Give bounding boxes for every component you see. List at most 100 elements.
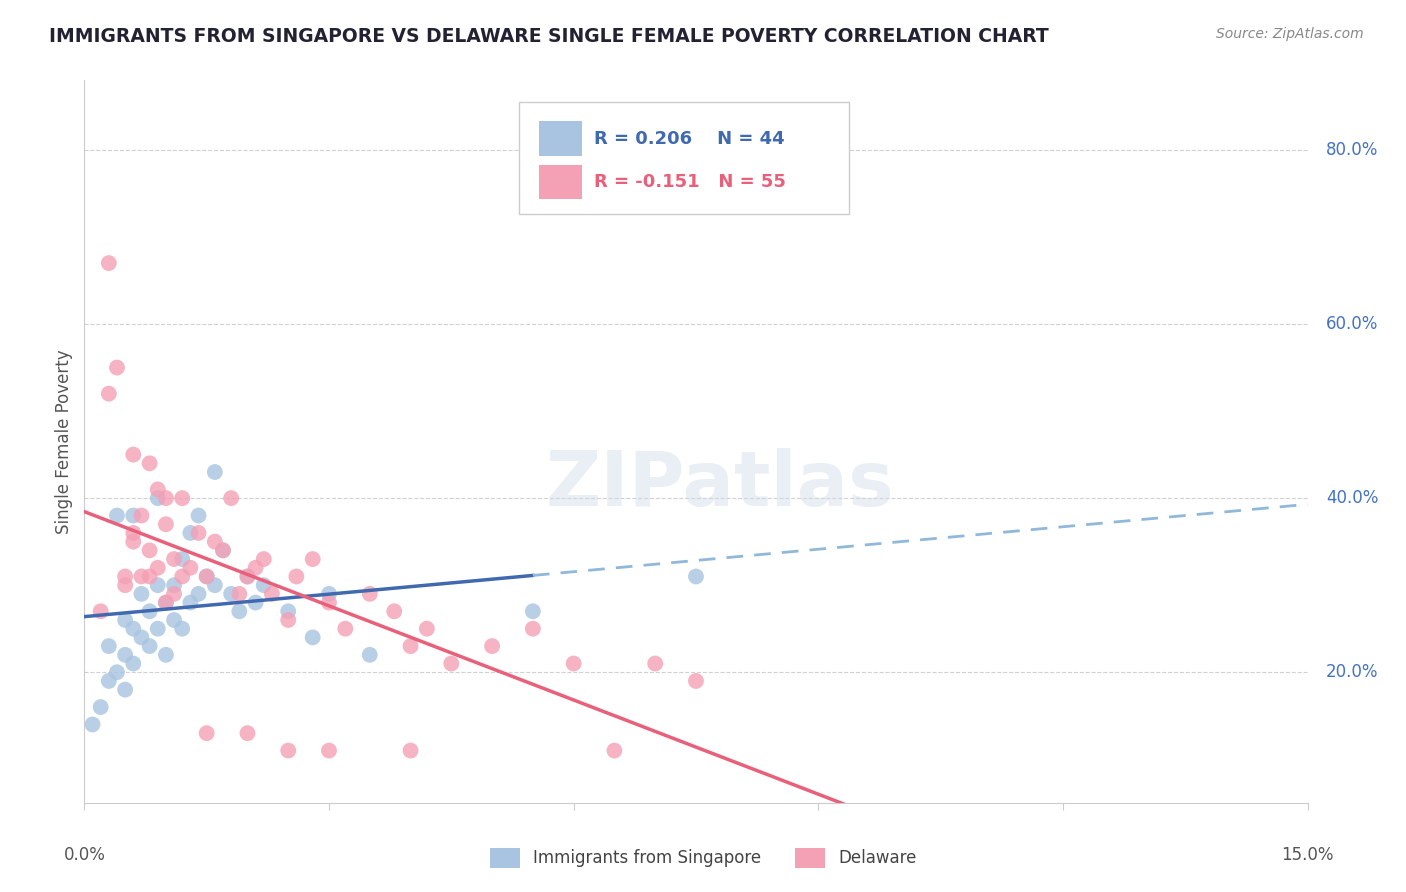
Point (399, 743, 422, 757)
Text: Source: ZipAtlas.com: Source: ZipAtlas.com (1216, 27, 1364, 41)
Point (179, 596, 201, 610)
Point (122, 508, 145, 523)
Point (228, 587, 250, 601)
Point (163, 587, 186, 601)
Point (122, 448, 145, 462)
Text: 80.0%: 80.0% (1326, 141, 1378, 159)
Point (146, 622, 169, 636)
Text: R = -0.151   N = 55: R = -0.151 N = 55 (595, 173, 786, 191)
Point (172, 569, 194, 583)
Text: 20.0%: 20.0% (1326, 664, 1378, 681)
Point (114, 569, 136, 583)
Point (138, 639, 160, 653)
Point (146, 561, 169, 575)
Point (277, 604, 299, 618)
Point (318, 596, 340, 610)
FancyBboxPatch shape (519, 102, 849, 214)
Point (522, 604, 544, 618)
Point (301, 631, 323, 645)
Point (359, 648, 381, 662)
Point (236, 569, 259, 583)
Point (146, 483, 169, 497)
Point (204, 534, 226, 549)
Point (131, 508, 153, 523)
Point (562, 657, 585, 671)
Point (105, 665, 128, 680)
Text: 40.0%: 40.0% (1326, 489, 1378, 508)
Point (212, 543, 235, 558)
Point (146, 578, 169, 592)
Point (187, 587, 209, 601)
Text: R = 0.206    N = 44: R = 0.206 N = 44 (595, 130, 785, 148)
Point (219, 491, 242, 505)
Point (335, 622, 357, 636)
Point (131, 587, 153, 601)
Point (204, 465, 226, 479)
Point (301, 552, 323, 566)
Point (172, 491, 194, 505)
Point (481, 639, 503, 653)
Point (253, 578, 276, 592)
Point (105, 508, 128, 523)
Point (97, 386, 120, 401)
Point (155, 491, 177, 505)
Point (114, 613, 136, 627)
Point (172, 622, 194, 636)
Point (416, 622, 439, 636)
Text: 0.0%: 0.0% (63, 847, 105, 864)
Point (179, 561, 201, 575)
Point (179, 525, 201, 540)
Point (82, 717, 104, 731)
Point (131, 569, 153, 583)
Point (138, 604, 160, 618)
Point (359, 587, 381, 601)
Point (204, 578, 226, 592)
Legend: Immigrants from Singapore, Delaware: Immigrants from Singapore, Delaware (484, 841, 922, 875)
Point (245, 561, 267, 575)
Point (187, 525, 209, 540)
Point (146, 491, 169, 505)
Point (245, 596, 267, 610)
Point (138, 456, 160, 470)
Point (236, 569, 259, 583)
Point (138, 569, 160, 583)
Point (277, 743, 299, 757)
Point (163, 578, 186, 592)
Point (131, 631, 153, 645)
Point (440, 657, 463, 671)
Point (172, 552, 194, 566)
Point (253, 552, 276, 566)
Point (212, 543, 235, 558)
Point (685, 569, 707, 583)
Point (522, 622, 544, 636)
Point (195, 569, 218, 583)
Point (122, 657, 145, 671)
Text: IMMIGRANTS FROM SINGAPORE VS DELAWARE SINGLE FEMALE POVERTY CORRELATION CHART: IMMIGRANTS FROM SINGAPORE VS DELAWARE SI… (49, 27, 1049, 45)
Text: 15.0%: 15.0% (1281, 847, 1334, 864)
Point (195, 569, 218, 583)
Point (187, 508, 209, 523)
Point (90, 604, 112, 618)
Point (97, 256, 120, 270)
Point (105, 360, 128, 375)
Point (228, 604, 250, 618)
Point (644, 657, 666, 671)
Point (260, 587, 283, 601)
Point (277, 613, 299, 627)
Text: 60.0%: 60.0% (1326, 315, 1378, 333)
Point (219, 587, 242, 601)
Bar (540, 121, 582, 156)
Point (195, 726, 218, 740)
Point (399, 639, 422, 653)
Point (685, 673, 707, 688)
Point (382, 604, 405, 618)
Point (318, 743, 340, 757)
Point (90, 700, 112, 714)
Point (155, 596, 177, 610)
Point (155, 648, 177, 662)
Point (114, 578, 136, 592)
Point (318, 587, 340, 601)
Text: ZIPatlas: ZIPatlas (546, 448, 894, 522)
Point (163, 552, 186, 566)
Point (114, 648, 136, 662)
